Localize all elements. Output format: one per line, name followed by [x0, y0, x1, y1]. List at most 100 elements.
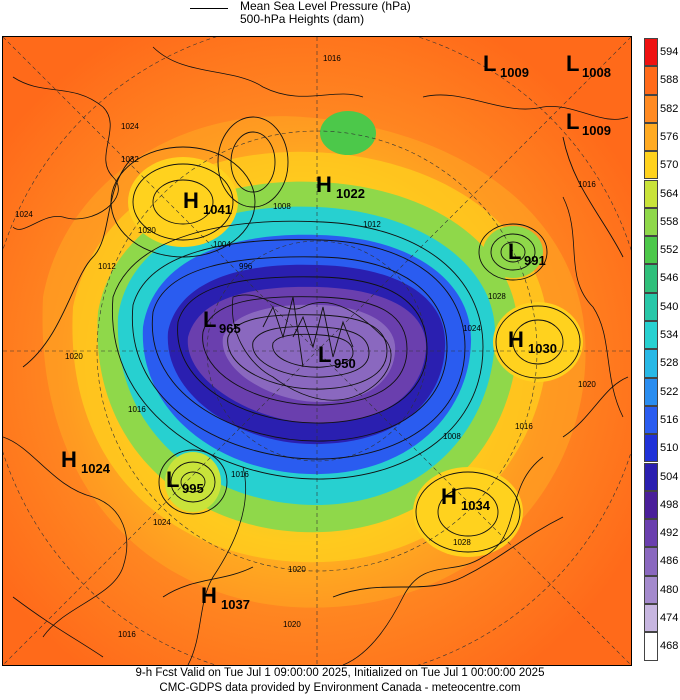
scale-value-label: 582 — [660, 102, 679, 115]
scale-value-label: 522 — [660, 385, 679, 398]
height-band-480 — [222, 304, 396, 403]
scale-value-label: 546 — [660, 272, 679, 285]
contour-label: 1012 — [363, 220, 381, 229]
scale-value-label: 480 — [660, 583, 679, 596]
isobars — [22, 116, 629, 598]
scale-value-label: 468 — [660, 640, 679, 653]
weather-map: 1016 1024 1032 1020 1012 1020 1016 1024 … — [2, 36, 632, 666]
coastlines — [3, 46, 629, 665]
scale-swatch — [644, 462, 658, 491]
pressure-system-letter: L — [483, 51, 496, 76]
contour-label: 1028 — [453, 538, 471, 547]
scale-value-label: 570 — [660, 159, 679, 172]
contour-label: 1016 — [515, 422, 533, 431]
scale-value-label: 552 — [660, 244, 679, 257]
map-canvas: 1016 1024 1032 1020 1012 1020 1016 1024 … — [3, 37, 631, 665]
scale-value-label: 594 — [660, 46, 679, 58]
pressure-system-letter: H — [441, 484, 457, 509]
map-legend-key: Mean Sea Level Pressure (hPa) 500-hPa He… — [190, 0, 411, 30]
contour-label: 1008 — [443, 432, 461, 441]
pressure-system-letter: L — [508, 239, 521, 264]
scale-swatch — [644, 349, 658, 378]
scale-swatch — [644, 405, 658, 435]
pressure-system-labels: L 1009 L 1008 L 1009 H 1022 H 1041 L 991… — [61, 51, 611, 612]
contour-label: 1016 — [323, 54, 341, 63]
scale-swatch — [644, 547, 658, 576]
scale-swatch — [644, 94, 658, 123]
contour-label: 1020 — [65, 352, 83, 361]
scale-swatch — [644, 179, 658, 208]
pressure-system-value: 1034 — [461, 498, 491, 513]
contour-label: 1016 — [118, 630, 136, 639]
pressure-system-value: 1009 — [500, 65, 529, 80]
scale-value-label: 564 — [660, 187, 679, 200]
pressure-system-letter: H — [316, 172, 332, 197]
contour-label: 1024 — [153, 518, 171, 527]
contour-label: 1020 — [283, 620, 301, 629]
pressure-system-value: 1008 — [582, 65, 611, 80]
pressure-system-value: 991 — [524, 253, 546, 268]
scale-swatch — [644, 122, 658, 152]
contour-label: 1024 — [15, 210, 33, 219]
scale-swatch — [644, 632, 658, 661]
scale-swatch — [644, 207, 658, 237]
pressure-system-letter: L — [166, 467, 179, 492]
scale-swatch — [644, 604, 658, 633]
pressure-system-value: 1009 — [582, 123, 611, 138]
legend-mslp-label: Mean Sea Level Pressure (hPa) — [240, 0, 411, 13]
contour-label: 1016 — [578, 180, 596, 189]
contour-value-labels: 1016 1024 1032 1020 1012 1020 1016 1024 … — [15, 54, 596, 639]
scale-value-label: 504 — [660, 470, 679, 483]
scale-swatch — [644, 490, 658, 520]
pressure-system-letter: H — [61, 447, 77, 472]
scale-value-label: 510 — [660, 442, 679, 455]
pressure-system-value: 1022 — [336, 186, 365, 201]
scale-value-label: 516 — [660, 413, 679, 426]
pressure-system-value: 1037 — [221, 597, 250, 612]
pressure-system-letter: H — [201, 583, 217, 608]
pressure-system-value: 995 — [182, 481, 204, 496]
pressure-system-letter: H — [183, 188, 199, 213]
pressure-system-value: 965 — [219, 321, 241, 336]
pressure-system-letter: H — [508, 327, 524, 352]
contour-label: 1020 — [578, 380, 596, 389]
scale-value-label: 528 — [660, 357, 679, 370]
pressure-system-letter: L — [203, 307, 216, 332]
legend-height-label: 500-hPa Heights (dam) — [240, 12, 365, 26]
scale-value-label: 576 — [660, 130, 679, 143]
scale-value-label: 498 — [660, 498, 679, 511]
contour-label: 1024 — [121, 122, 139, 131]
scale-value-label: 534 — [660, 329, 679, 341]
scale-swatch — [644, 66, 658, 95]
scale-value-label: 492 — [660, 527, 679, 540]
scale-swatch — [644, 321, 658, 350]
feature-high-1030 — [493, 302, 583, 382]
pressure-system-letter: L — [318, 342, 331, 367]
contour-label: 996 — [239, 262, 253, 271]
scale-value-label: 540 — [660, 300, 679, 313]
scale-swatch — [644, 575, 658, 604]
pressure-system-value: 950 — [334, 356, 356, 371]
contour-label: 1020 — [138, 226, 156, 235]
scale-value-label: 486 — [660, 555, 679, 568]
contour-label: 1012 — [98, 262, 116, 271]
scale-swatch — [644, 377, 658, 406]
feature-high-1034 — [413, 467, 523, 557]
contour-line-sample — [190, 8, 228, 9]
pressure-system-value: 1024 — [81, 461, 111, 476]
forecast-valid-time: 9-h Fcst Valid on Tue Jul 1 09:00:00 202… — [135, 667, 545, 679]
contour-label: 1008 — [273, 202, 291, 211]
contour-label: 1020 — [288, 565, 306, 574]
data-source-credit: CMC-GDPS data provided by Environment Ca… — [159, 682, 521, 694]
pressure-system-value: 1030 — [528, 341, 557, 356]
contour-label: 1028 — [488, 292, 506, 301]
scale-value-label: 588 — [660, 74, 679, 87]
contour-label: 1016 — [231, 470, 249, 479]
scale-swatch — [644, 236, 658, 265]
contour-label: 1032 — [121, 155, 139, 164]
scale-swatch — [644, 38, 658, 67]
scale-value-label: 558 — [660, 215, 679, 228]
feature-high-1041 — [128, 157, 238, 247]
contour-label: 1004 — [213, 240, 231, 249]
scale-value-label: 474 — [660, 612, 679, 624]
